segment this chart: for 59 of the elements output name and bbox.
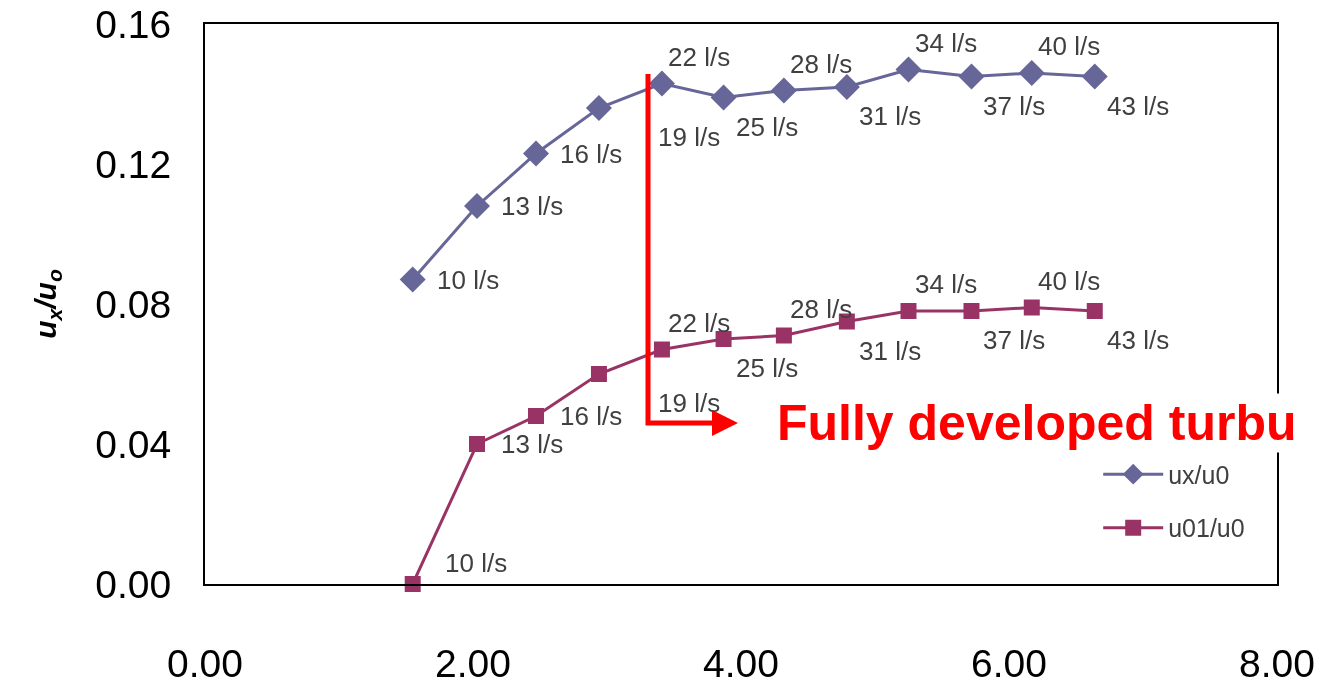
annotation: 16 l/s (560, 401, 623, 431)
annotation: 31 l/s (859, 101, 922, 131)
annotation: Fully developed turbu (777, 395, 1297, 451)
y-tick-label: 0.12 (95, 142, 172, 186)
x-tick-label: 0.00 (167, 641, 243, 683)
annotation: 19 l/s (658, 122, 721, 152)
annotation: 22 l/s (668, 42, 731, 72)
point (710, 84, 737, 111)
point (1023, 299, 1040, 316)
annotation: 13 l/s (501, 429, 564, 459)
annotation: 40 l/s (1038, 266, 1101, 296)
point (770, 77, 797, 104)
annotation: 28 l/s (790, 49, 853, 79)
point (775, 327, 792, 344)
annotation: 37 l/s (983, 91, 1046, 121)
point (900, 303, 917, 319)
point (522, 140, 549, 167)
legend-label: u01/u0 (1168, 514, 1245, 543)
point (895, 56, 922, 83)
annotation: 10 l/s (445, 548, 508, 578)
point (585, 95, 612, 121)
annotation: 37 l/s (983, 325, 1046, 355)
point (590, 366, 607, 382)
annotation: 19 l/s (658, 388, 721, 418)
annotation: 16 l/s (560, 139, 623, 169)
legend-label: ux/u0 (1168, 460, 1230, 489)
point (527, 408, 544, 424)
point (648, 70, 675, 97)
point (1018, 60, 1045, 86)
x-tick-label: 6.00 (971, 641, 1047, 683)
x-tick-label: 8.00 (1239, 641, 1315, 683)
point (469, 436, 486, 452)
annotation: 43 l/s (1107, 325, 1170, 355)
y-tick-label: 0.08 (95, 282, 172, 326)
y-tick-label: 0.16 (95, 2, 172, 46)
annotation: 40 l/s (1038, 31, 1101, 61)
point (833, 74, 860, 100)
annotation: 10 l/s (437, 265, 500, 295)
annotation: 22 l/s (668, 308, 731, 338)
point (963, 303, 980, 319)
annotation: 13 l/s (501, 191, 564, 221)
annotation: 34 l/s (915, 28, 978, 58)
annotation: 25 l/s (736, 112, 799, 142)
y-tick-label: 0.04 (95, 422, 172, 466)
point (653, 341, 670, 358)
annotation: 43 l/s (1107, 91, 1170, 121)
point (958, 63, 985, 90)
annotation: 25 l/s (736, 353, 799, 383)
point (715, 331, 732, 347)
y-tick-label: 0.00 (95, 562, 172, 606)
point (464, 193, 491, 219)
x-tick-label: 4.00 (703, 641, 779, 683)
annotation: 34 l/s (915, 269, 978, 299)
annotation: 31 l/s (859, 336, 922, 366)
point (399, 266, 426, 293)
x-tick-label: 2.00 (435, 641, 511, 683)
annotation: 28 l/s (790, 294, 853, 324)
point (1081, 63, 1108, 90)
point (1086, 303, 1103, 319)
